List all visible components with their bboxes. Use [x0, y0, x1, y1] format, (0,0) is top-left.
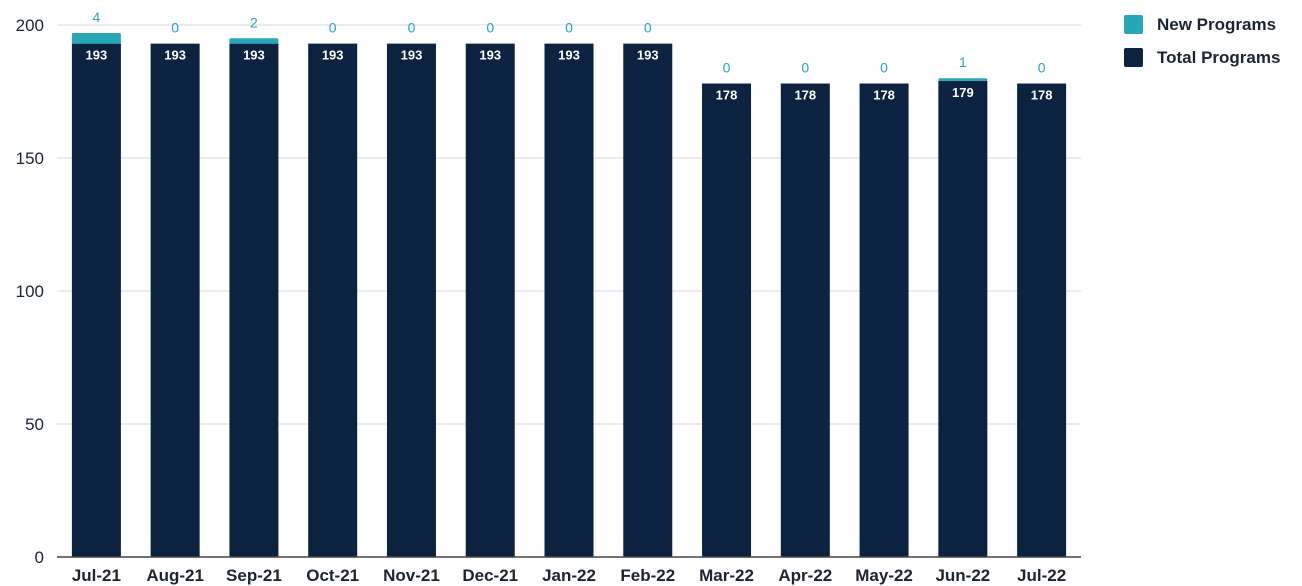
x-tick-label: Jun-22	[935, 566, 990, 585]
data-label-new: 1	[959, 54, 967, 70]
bar-new-programs	[229, 38, 279, 44]
bar-total-programs	[780, 83, 830, 558]
data-label-total: 178	[873, 88, 895, 103]
data-label-new: 0	[565, 20, 573, 36]
data-label-new: 2	[250, 14, 258, 30]
bar-new-programs	[938, 78, 988, 81]
bar-total-programs	[859, 83, 909, 558]
legend-label: Total Programs	[1157, 48, 1280, 67]
data-label-total: 178	[794, 88, 816, 103]
legend-label: New Programs	[1157, 15, 1276, 34]
data-label-total: 193	[164, 48, 186, 63]
bar-total-programs	[1017, 83, 1067, 558]
x-tick-label: Sep-21	[226, 566, 282, 585]
data-label-total: 193	[86, 48, 108, 63]
data-label-new: 0	[723, 60, 731, 76]
data-label-total: 193	[637, 48, 659, 63]
data-label-total: 179	[952, 85, 974, 100]
x-tick-label: Jul-22	[1017, 566, 1066, 585]
data-label-total: 178	[1031, 88, 1053, 103]
x-tick-label: Jul-21	[72, 566, 121, 585]
y-axis: 0 50 100 150 200	[16, 16, 44, 567]
x-tick-label: Dec-21	[462, 566, 518, 585]
data-label-new: 0	[1038, 60, 1046, 76]
bar-total-programs	[544, 43, 594, 558]
y-tick-label: 200	[16, 16, 44, 35]
data-label-total: 178	[716, 88, 738, 103]
bar-total-programs	[386, 43, 436, 558]
data-label-total: 193	[558, 48, 580, 63]
x-tick-label: Aug-21	[146, 566, 204, 585]
data-label-total: 193	[322, 48, 344, 63]
legend[interactable]: New Programs Total Programs	[1124, 15, 1280, 67]
data-label-new: 4	[92, 9, 100, 25]
bar-new-programs	[71, 32, 121, 44]
x-tick-label: Apr-22	[778, 566, 832, 585]
bar-total-programs	[702, 83, 752, 558]
data-label-new: 0	[486, 20, 494, 36]
data-label-new: 0	[408, 20, 416, 36]
bar-total-programs	[623, 43, 673, 558]
legend-swatch	[1124, 15, 1143, 34]
data-label-total: 193	[243, 48, 265, 63]
bar-total-programs	[938, 80, 988, 558]
data-label-new: 0	[644, 20, 652, 36]
legend-item[interactable]: New Programs	[1124, 15, 1276, 34]
legend-item[interactable]: Total Programs	[1124, 48, 1280, 67]
x-tick-label: Nov-21	[383, 566, 440, 585]
bar-total-programs	[71, 43, 121, 558]
x-axis: Jul-21 Aug-21 Sep-21 Oct-21 Nov-21 Dec-21 Jan-…	[57, 556, 1081, 585]
x-tick-label: May-22	[855, 566, 913, 585]
x-tick-label: Feb-22	[620, 566, 675, 585]
y-tick-label: 0	[35, 548, 44, 567]
x-tick-label: Jan-22	[542, 566, 596, 585]
y-tick-label: 50	[25, 415, 44, 434]
data-label-new: 0	[801, 60, 809, 76]
bars-layer: 193 4 193 0 193 2 193 0 193 0 193 0 193 0 193 0 178 0 178 0…	[71, 9, 1067, 558]
x-tick-label: Mar-22	[699, 566, 754, 585]
y-tick-label: 150	[16, 149, 44, 168]
bar-total-programs	[308, 43, 358, 558]
data-label-total: 193	[401, 48, 423, 63]
data-label-total: 193	[479, 48, 501, 63]
x-tick-label: Oct-21	[306, 566, 359, 585]
bar-total-programs	[229, 43, 279, 558]
bar-total-programs	[465, 43, 515, 558]
y-tick-label: 100	[16, 282, 44, 301]
data-label-new: 0	[329, 20, 337, 36]
legend-swatch	[1124, 48, 1143, 67]
bar-total-programs	[150, 43, 200, 558]
data-label-new: 0	[171, 20, 179, 36]
data-label-new: 0	[880, 60, 888, 76]
